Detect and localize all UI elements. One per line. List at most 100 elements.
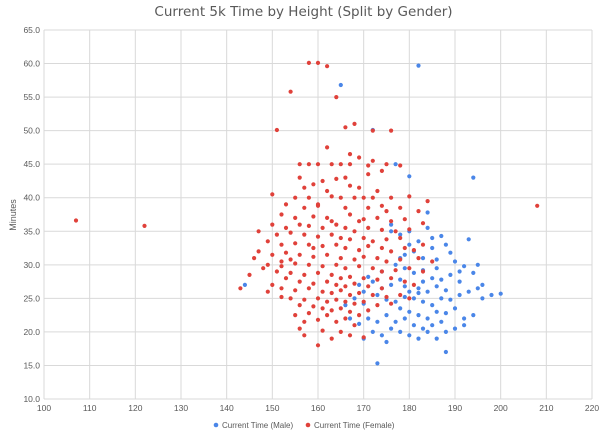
data-point	[293, 195, 298, 200]
data-point	[402, 279, 407, 284]
data-point	[434, 284, 439, 289]
data-point	[270, 222, 275, 227]
data-point	[315, 296, 321, 301]
data-point	[416, 336, 421, 341]
data-point	[352, 323, 357, 328]
data-point	[325, 279, 330, 284]
data-point	[398, 277, 403, 282]
data-point	[398, 329, 403, 334]
data-point	[334, 176, 339, 181]
data-point	[343, 125, 348, 130]
data-point	[343, 205, 348, 210]
data-point	[416, 286, 421, 291]
data-point	[293, 313, 298, 318]
data-point	[311, 182, 316, 187]
data-point	[489, 292, 494, 298]
data-point	[398, 163, 403, 168]
data-point	[425, 225, 430, 230]
data-point	[411, 296, 416, 301]
data-point	[416, 313, 421, 318]
data-point	[347, 333, 353, 338]
data-point	[274, 127, 279, 133]
data-point	[402, 252, 407, 257]
data-point	[347, 212, 353, 217]
data-point	[430, 323, 435, 328]
x-tick-label: 210	[539, 403, 553, 413]
data-point	[256, 249, 261, 254]
data-point	[389, 282, 394, 287]
data-point	[389, 195, 394, 200]
data-point	[361, 254, 366, 259]
data-point	[343, 175, 348, 180]
data-point	[416, 256, 421, 261]
data-point	[352, 229, 357, 234]
data-point	[329, 232, 334, 237]
data-point	[498, 291, 503, 296]
data-point	[352, 195, 357, 200]
data-point	[315, 343, 321, 348]
data-point	[416, 290, 421, 296]
data-point	[462, 323, 467, 328]
data-point	[357, 282, 362, 287]
data-point	[343, 225, 348, 230]
data-point	[366, 284, 371, 289]
data-point	[379, 168, 384, 173]
data-point	[347, 316, 353, 321]
data-point	[439, 277, 444, 282]
data-point	[329, 219, 334, 224]
data-point	[325, 313, 330, 318]
data-point	[306, 286, 311, 291]
data-point	[425, 329, 430, 334]
data-point	[462, 316, 467, 321]
data-point	[279, 294, 284, 300]
data-point	[407, 174, 412, 179]
data-point	[361, 195, 366, 200]
data-point	[384, 162, 389, 167]
data-point	[411, 270, 416, 275]
data-point	[425, 289, 430, 294]
data-point	[311, 304, 316, 309]
data-point	[384, 313, 389, 318]
data-point	[452, 306, 458, 311]
data-point	[366, 243, 371, 249]
data-point	[325, 64, 330, 69]
data-point	[443, 288, 448, 293]
data-point	[407, 309, 412, 314]
data-point	[375, 277, 380, 282]
data-point	[293, 288, 298, 293]
data-point	[288, 230, 293, 235]
data-point	[297, 222, 302, 227]
x-tick-label: 120	[128, 403, 142, 413]
data-point	[361, 289, 366, 294]
data-point	[320, 289, 325, 294]
data-point	[471, 313, 476, 318]
data-point	[420, 256, 426, 261]
data-point	[389, 249, 394, 254]
data-point	[448, 272, 453, 277]
data-point	[430, 245, 435, 251]
data-point	[379, 245, 384, 251]
data-point	[352, 296, 357, 301]
data-point	[384, 259, 389, 264]
data-point	[338, 276, 343, 281]
data-point	[357, 185, 362, 190]
data-point	[343, 299, 348, 304]
data-point	[315, 234, 321, 239]
data-point	[325, 252, 330, 257]
data-point	[402, 217, 407, 222]
data-point	[398, 235, 403, 241]
data-point	[425, 210, 430, 215]
data-point	[279, 242, 284, 247]
data-point	[430, 276, 435, 281]
data-point	[315, 202, 321, 207]
data-point	[407, 227, 412, 232]
data-point	[343, 316, 348, 321]
data-point	[306, 162, 311, 167]
data-point	[329, 290, 334, 296]
data-point	[407, 194, 412, 199]
data-point	[457, 279, 462, 284]
x-tick-label: 190	[448, 403, 462, 413]
data-point	[384, 209, 389, 214]
data-point	[357, 313, 362, 318]
